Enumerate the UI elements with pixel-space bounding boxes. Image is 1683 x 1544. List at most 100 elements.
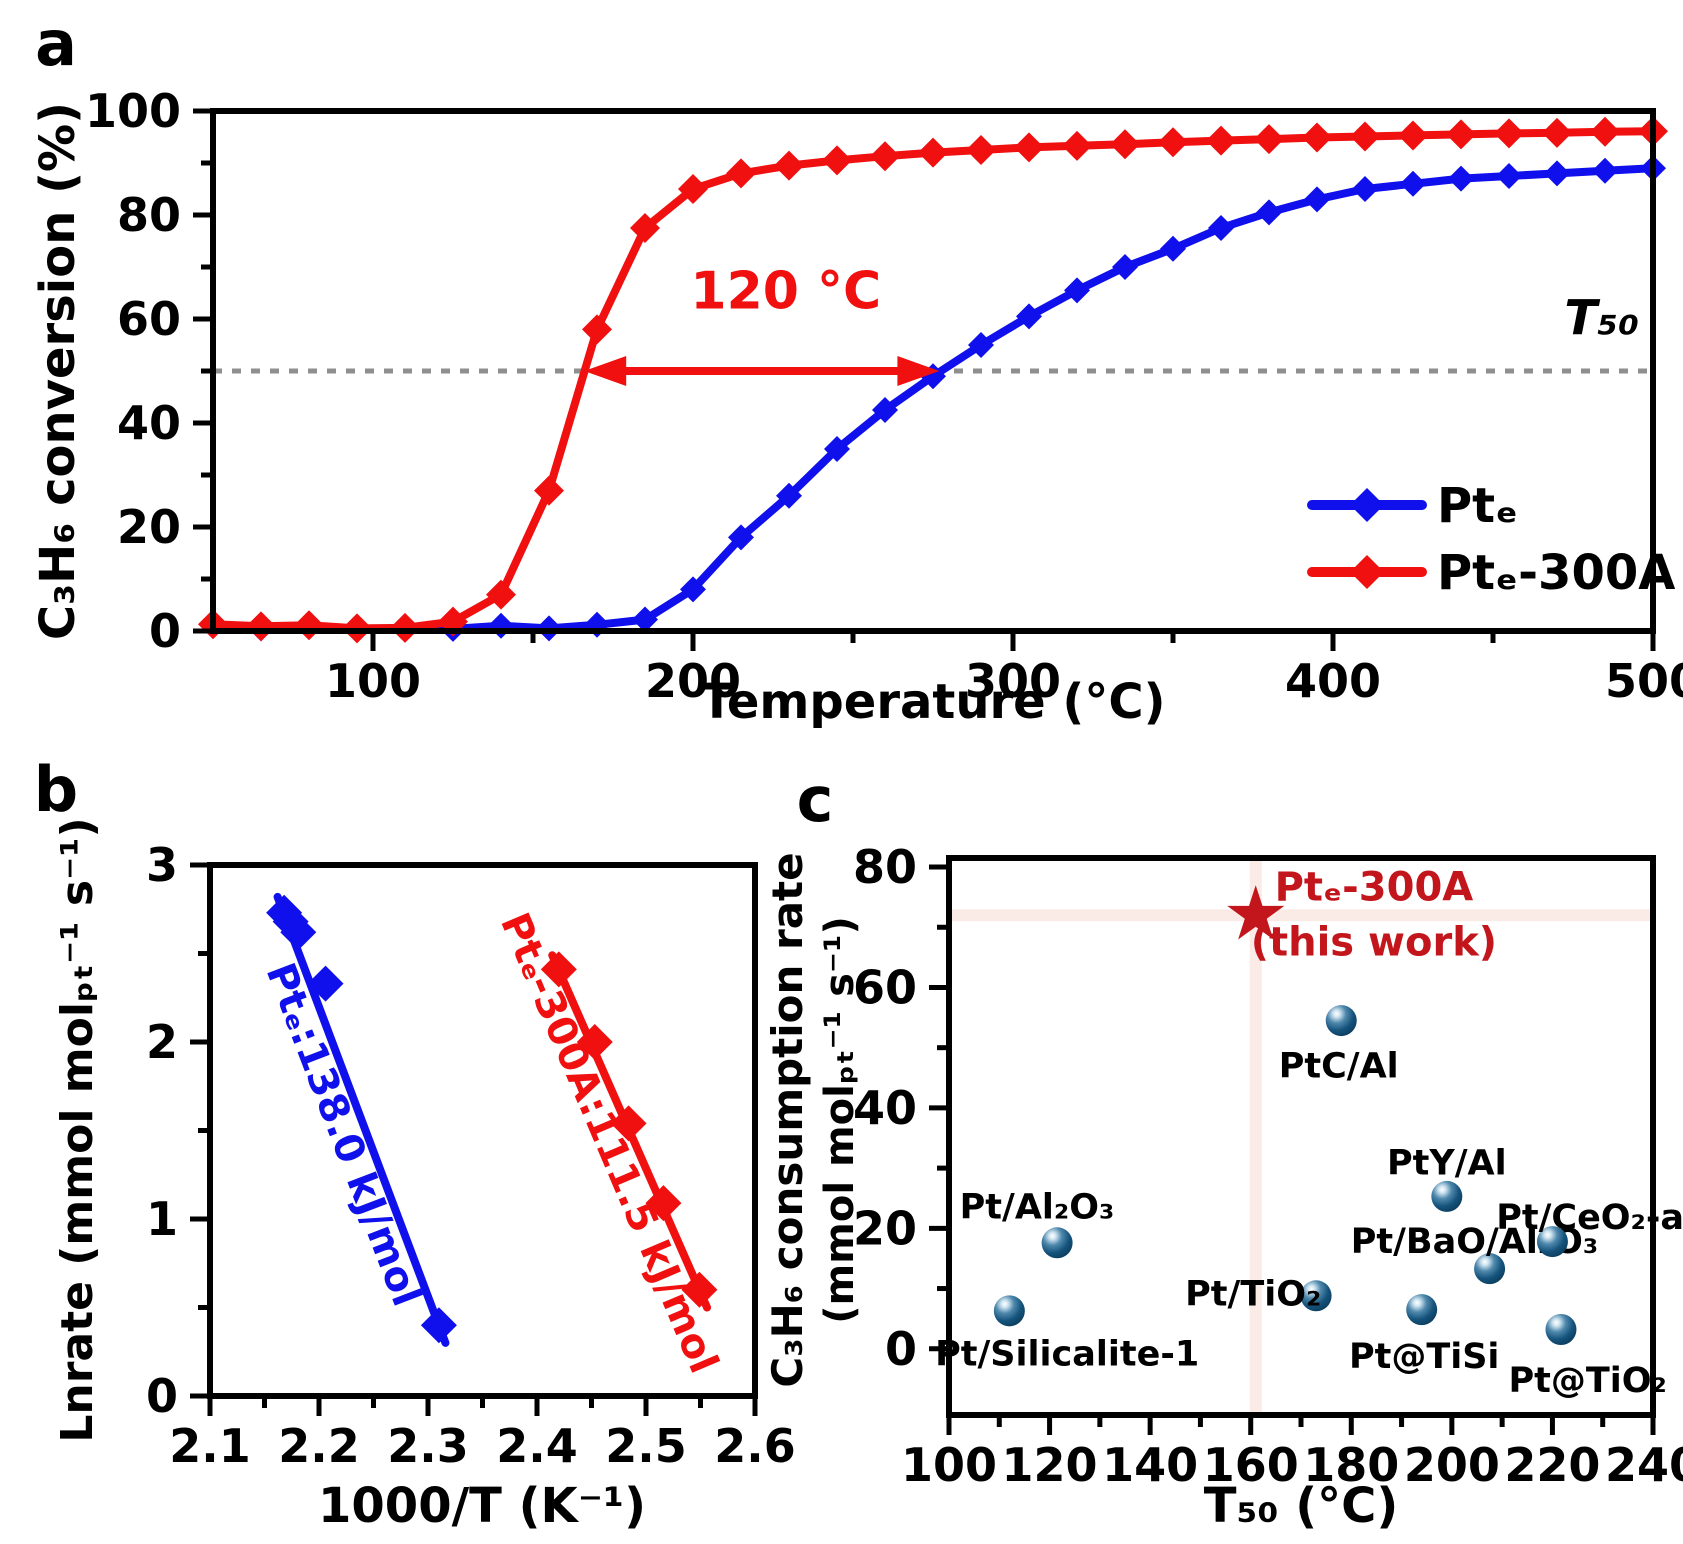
y-tick-label: 0 — [885, 1322, 917, 1376]
panel-b-plot: Ptₑ:138.0 kJ/mol Ptₑ-300A:111.5 kJ/mol — [257, 892, 727, 1380]
panel-a-y-axis-title: C₃H₆ conversion (%) — [30, 101, 86, 641]
data-point-marker — [1448, 165, 1474, 192]
arrhenius-point — [540, 951, 577, 988]
data-point-marker — [1544, 160, 1570, 187]
data-point-marker — [1400, 170, 1426, 197]
catalyst-label: Pt@TiSi — [1349, 1337, 1499, 1377]
legend-entry-label: Ptₑ — [1437, 478, 1518, 534]
catalyst-point — [1474, 1253, 1506, 1285]
data-point-marker — [1352, 176, 1378, 202]
catalyst-label: PtC/Al — [1279, 1047, 1399, 1087]
highlight-label-line2: (this work) — [1251, 920, 1497, 966]
catalyst-point — [1431, 1180, 1463, 1212]
x-tick-label: 2.4 — [496, 1419, 578, 1473]
data-point-marker — [1206, 125, 1236, 156]
x-tick-label: 500 — [1605, 654, 1683, 708]
catalyst-point — [1300, 1280, 1332, 1312]
data-point-marker — [968, 332, 994, 358]
data-point-marker — [680, 576, 706, 603]
data-point-marker — [294, 610, 324, 641]
y-tick-label: 0 — [149, 604, 181, 658]
arrhenius-point — [681, 1271, 718, 1308]
data-point-marker — [824, 436, 850, 462]
data-point-marker — [1016, 303, 1042, 330]
fit-line-0 — [273, 892, 450, 1347]
data-point-marker — [870, 141, 900, 172]
x-tick-label: 180 — [1303, 1438, 1399, 1492]
panel-b-letter: b — [33, 753, 79, 826]
catalyst-label: PtY/Al — [1387, 1144, 1507, 1184]
gap-annotation-label: 120 °C — [690, 262, 881, 322]
data-point-marker — [966, 135, 996, 165]
data-point-marker — [1398, 120, 1428, 151]
data-point-marker — [488, 612, 514, 639]
panel-a-legend: Ptₑ Ptₑ-300A — [1307, 478, 1675, 601]
y-tick-label: 60 — [117, 292, 181, 346]
x-tick-label: 400 — [1285, 654, 1381, 708]
arrhenius-point — [280, 914, 317, 951]
x-tick-label: 200 — [1404, 1438, 1500, 1492]
catalyst-label: Pt/TiO₂ — [1185, 1274, 1321, 1314]
gap-arrow-head-left — [584, 356, 627, 386]
data-point-marker — [726, 158, 756, 189]
x-tick-label: 100 — [325, 654, 421, 708]
data-point-marker — [678, 174, 708, 204]
panel-a-plot: 120 °C T₅₀ Ptₑ Ptₑ-300A — [198, 116, 1675, 644]
x-tick-label: 120 — [1002, 1438, 1098, 1492]
arrhenius-point — [307, 965, 344, 1002]
x-tick-label: 100 — [901, 1438, 997, 1492]
y-tick-label: 100 — [85, 84, 181, 138]
catalyst-point — [1041, 1227, 1073, 1259]
x-tick-label: 220 — [1504, 1438, 1600, 1492]
data-point-marker — [728, 524, 754, 551]
arrhenius-point — [420, 1307, 457, 1344]
data-point-marker — [1064, 277, 1090, 304]
panel-c-x-axis-title: T₅₀ (°C) — [1203, 1478, 1399, 1534]
y-tick-label: 20 — [853, 1201, 917, 1255]
data-point-marker — [774, 150, 804, 181]
data-point-marker — [1158, 127, 1188, 158]
data-point-marker — [776, 482, 802, 509]
arrhenius-point — [645, 1185, 682, 1222]
data-point-marker — [872, 397, 898, 423]
panel-b-x-axis-title: 1000/T (K⁻¹) — [317, 1478, 647, 1534]
catalyst-point — [1545, 1313, 1577, 1345]
activation-energy-label: Ptₑ:138.0 kJ/mol — [257, 957, 430, 1312]
data-point-marker — [632, 606, 658, 633]
data-point-marker — [1256, 199, 1282, 226]
axes-a: 100 200 300 400 500 0 20 40 60 80 100 — [85, 84, 1683, 708]
catalyst-point — [1536, 1226, 1568, 1258]
y-tick-label: 0 — [146, 1369, 178, 1423]
legend-entry-label: Ptₑ-300A — [1437, 545, 1675, 601]
data-point-marker — [1062, 130, 1092, 161]
activation-energy-label: Ptₑ-300A:111.5 kJ/mol — [491, 906, 727, 1379]
data-point-marker — [1208, 215, 1234, 241]
arrhenius-point — [610, 1105, 647, 1142]
panel-a-letter: a — [35, 7, 77, 80]
catalyst-label: Pt/Al₂O₃ — [960, 1188, 1115, 1228]
data-point-marker — [1160, 235, 1186, 262]
data-point-marker — [582, 314, 612, 345]
panel-c-y-axis-title-line2: (mmol molₚₜ⁻¹ s⁻¹) — [817, 916, 863, 1324]
y-tick-label: 80 — [117, 188, 181, 242]
axes-b: 2.1 2.2 2.3 2.4 2.5 2.6 0 1 2 3 — [146, 838, 796, 1473]
x-tick-label: 300 — [965, 654, 1061, 708]
highlight-band-horizontal — [949, 909, 1653, 922]
x-tick-label: 2.2 — [278, 1419, 360, 1473]
catalyst-point — [1406, 1294, 1438, 1326]
data-point-marker — [1446, 119, 1476, 150]
y-tick-label: 2 — [146, 1015, 178, 1069]
highlight-star-marker — [1227, 885, 1285, 940]
data-point-marker — [390, 612, 420, 643]
data-point-marker — [1254, 124, 1284, 155]
legend-marker — [1350, 488, 1384, 522]
data-point-marker — [1014, 132, 1044, 163]
data-point-marker — [1542, 117, 1572, 148]
data-point-marker — [1304, 186, 1330, 213]
data-point-marker — [1494, 118, 1524, 149]
panel-c-plot: Pt/Silicalite-1 Pt/Al₂O₃ Pt/TiO₂ PtC/Al Pt@T… — [935, 858, 1683, 1415]
y-tick-label: 3 — [146, 838, 178, 892]
x-tick-label: 160 — [1203, 1438, 1299, 1492]
y-tick-label: 20 — [117, 500, 181, 554]
